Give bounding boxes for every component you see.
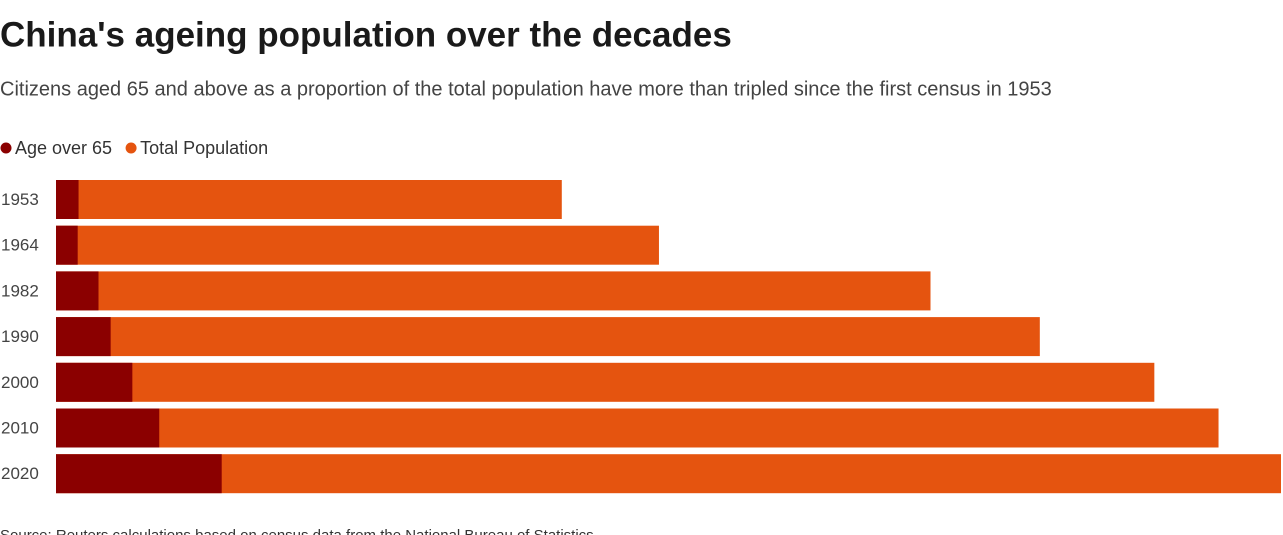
bar: [56, 317, 1040, 357]
y-tick-label: 1982: [1, 281, 39, 300]
bar: [56, 225, 78, 265]
bar: [56, 362, 133, 402]
y-tick-label: 2010: [1, 418, 39, 437]
y-tick-label: 2000: [1, 373, 39, 392]
bar: [56, 362, 1155, 402]
bar: [56, 225, 659, 265]
y-tick-label: 2020: [1, 464, 39, 483]
bar: [56, 317, 111, 357]
legend-label: Total Population: [140, 138, 268, 158]
bar: [56, 271, 99, 311]
legend-swatch: [125, 142, 137, 154]
bar: [56, 271, 931, 311]
bar: [56, 454, 1281, 494]
bar: [56, 408, 160, 448]
bar: [56, 180, 562, 219]
chart-title: China's ageing population over the decad…: [0, 15, 732, 54]
bar: [56, 180, 79, 219]
y-tick-label: 1964: [1, 236, 39, 255]
source: Source: Reuters calculations based on ce…: [0, 527, 594, 535]
bar: [56, 454, 222, 494]
y-tick-label: 1953: [1, 190, 39, 209]
chart-subtitle: Citizens aged 65 and above as a proporti…: [0, 78, 1052, 100]
y-tick-label: 1990: [1, 327, 39, 346]
bar: [56, 408, 1219, 448]
legend-swatch: [0, 142, 12, 154]
legend-label: Age over 65: [15, 138, 112, 158]
